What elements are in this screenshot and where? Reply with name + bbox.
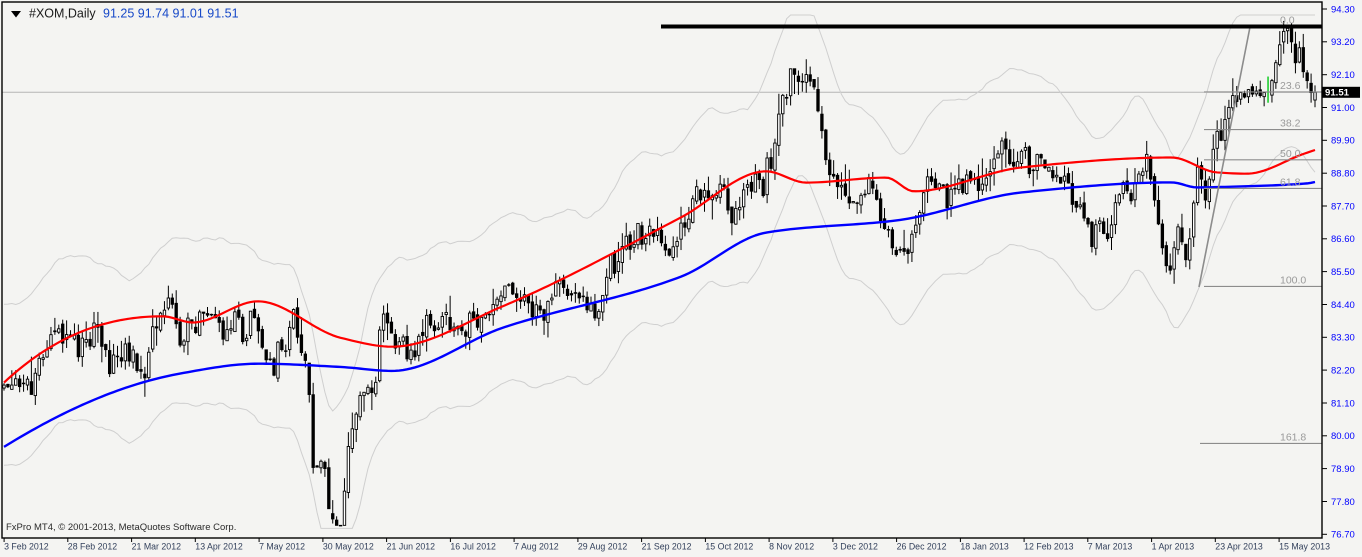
svg-text:50.0: 50.0	[1280, 148, 1301, 160]
svg-text:1 Apr 2013: 1 Apr 2013	[1152, 542, 1195, 552]
svg-text:82.20: 82.20	[1331, 365, 1355, 376]
svg-text:83.30: 83.30	[1331, 333, 1355, 344]
svg-text:81.10: 81.10	[1331, 398, 1355, 409]
svg-text:7 Mar 2013: 7 Mar 2013	[1088, 542, 1133, 552]
svg-text:3 Dec 2012: 3 Dec 2012	[833, 542, 878, 552]
svg-text:15 Oct 2012: 15 Oct 2012	[705, 542, 753, 552]
svg-text:30 May 2012: 30 May 2012	[323, 542, 374, 552]
svg-text:91.00: 91.00	[1331, 103, 1355, 114]
svg-text:93.20: 93.20	[1331, 37, 1355, 48]
svg-text:7 Aug 2012: 7 Aug 2012	[514, 542, 559, 552]
svg-text:12 Feb 2013: 12 Feb 2013	[1024, 542, 1074, 552]
svg-text:76.70: 76.70	[1331, 530, 1355, 541]
svg-text:100.0: 100.0	[1280, 274, 1306, 286]
svg-text:13 Apr 2012: 13 Apr 2012	[195, 542, 243, 552]
svg-text:23 Apr 2013: 23 Apr 2013	[1215, 542, 1263, 552]
svg-text:91.51: 91.51	[1325, 87, 1350, 98]
svg-text:78.90: 78.90	[1331, 464, 1355, 475]
svg-text:161.8: 161.8	[1280, 431, 1306, 443]
svg-text:21 Sep 2012: 21 Sep 2012	[642, 542, 692, 552]
svg-text:89.90: 89.90	[1331, 136, 1355, 147]
svg-text:18 Jan 2013: 18 Jan 2013	[960, 542, 1009, 552]
svg-text:16 Jul 2012: 16 Jul 2012	[450, 542, 496, 552]
svg-text:92.10: 92.10	[1331, 70, 1355, 81]
svg-text:80.00: 80.00	[1331, 431, 1355, 442]
svg-text:77.80: 77.80	[1331, 497, 1355, 508]
svg-text:28 Feb 2012: 28 Feb 2012	[68, 542, 118, 552]
svg-text:85.50: 85.50	[1331, 267, 1355, 278]
svg-text:8 Nov 2012: 8 Nov 2012	[769, 542, 814, 552]
svg-text:26 Dec 2012: 26 Dec 2012	[897, 542, 947, 552]
svg-text:21 Jun 2012: 21 Jun 2012	[387, 542, 436, 552]
svg-text:88.80: 88.80	[1331, 169, 1355, 180]
svg-text:86.60: 86.60	[1331, 234, 1355, 245]
svg-text:61.8: 61.8	[1280, 176, 1301, 188]
svg-text:FxPro MT4, © 2001-2013, MetaQu: FxPro MT4, © 2001-2013, MetaQuotes Softw…	[6, 522, 236, 533]
svg-text:3 Feb 2012: 3 Feb 2012	[4, 542, 49, 552]
svg-text:29 Aug 2012: 29 Aug 2012	[578, 542, 628, 552]
svg-text:38.2: 38.2	[1280, 118, 1301, 130]
svg-text:23.6: 23.6	[1280, 80, 1301, 92]
svg-text:7 May 2012: 7 May 2012	[259, 542, 305, 552]
svg-text:#XOM,Daily: #XOM,Daily	[29, 7, 96, 21]
svg-text:94.30: 94.30	[1331, 4, 1355, 15]
svg-text:15 May 2013: 15 May 2013	[1279, 542, 1330, 552]
svg-text:87.70: 87.70	[1331, 201, 1355, 212]
svg-text:21 Mar 2012: 21 Mar 2012	[132, 542, 181, 552]
svg-text:91.25 91.74 91.01 91.51: 91.25 91.74 91.01 91.51	[103, 7, 239, 21]
svg-text:84.40: 84.40	[1331, 300, 1355, 311]
